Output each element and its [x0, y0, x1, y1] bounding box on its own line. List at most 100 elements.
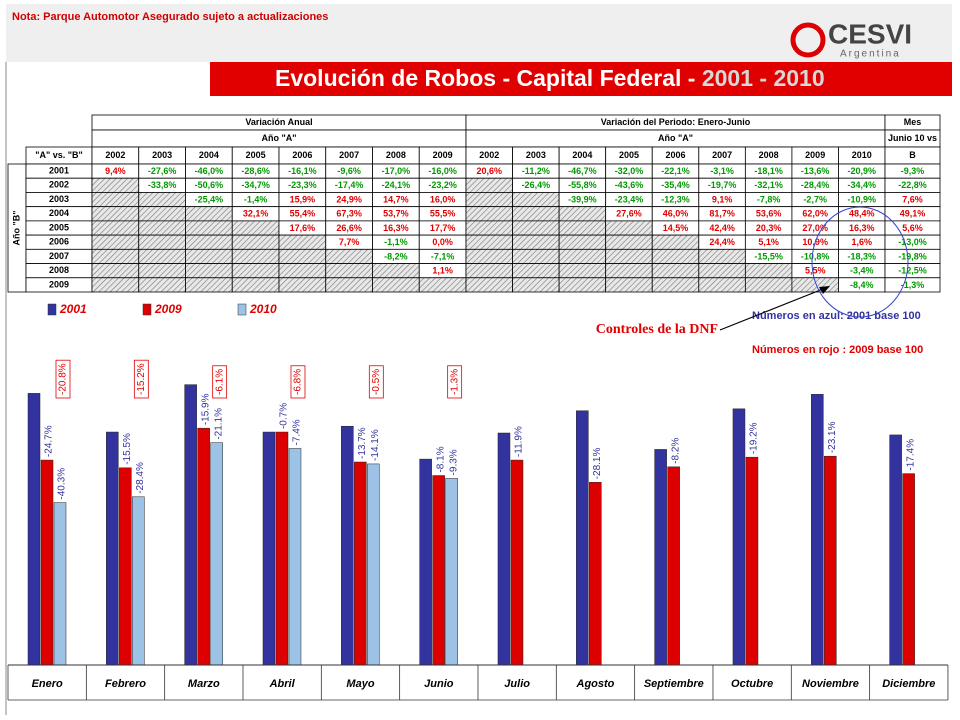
empty-cell: [91, 234, 140, 250]
note: Nota: Parque Automotor Asegurado sujeto …: [12, 11, 328, 23]
cell-value: -25,4%: [195, 194, 224, 204]
empty-cell: [231, 220, 280, 236]
change-label: -6.1%: [214, 369, 225, 395]
empty-cell: [791, 277, 839, 293]
empty-cell: [512, 192, 560, 208]
bar: [745, 456, 759, 666]
bar: [288, 448, 302, 666]
title-main: Evolución de Robos - Capital Federal -: [275, 65, 695, 91]
cell-value: 27,0%: [802, 223, 828, 233]
cell-value: 55,4%: [290, 209, 316, 219]
empty-cell: [605, 263, 653, 279]
group-header: Mes: [904, 117, 922, 127]
bar-label: -14.1%: [370, 429, 381, 461]
cell-value: -3,4%: [850, 266, 874, 276]
bar-label: -28.1%: [592, 448, 603, 480]
cell-value: -15,5%: [754, 251, 783, 261]
row-axis: Año "B": [11, 210, 21, 245]
cell-value: -13,0%: [898, 237, 927, 247]
bar: [262, 431, 276, 666]
sub-header: Año "A": [261, 133, 296, 143]
empty-cell: [91, 177, 140, 193]
empty-cell: [744, 263, 793, 279]
empty-cell: [512, 263, 560, 279]
empty-cell: [185, 234, 233, 250]
empty-cell: [558, 263, 607, 279]
bar-label: -7.4%: [292, 419, 303, 445]
corner: "A" vs. "B": [35, 150, 83, 160]
cell-value: 20,6%: [477, 166, 503, 176]
bar: [53, 502, 67, 666]
column-header: 2008: [386, 150, 406, 160]
empty-cell: [465, 263, 513, 279]
cell-value: -18,1%: [754, 166, 783, 176]
cell-value: 15,9%: [290, 194, 316, 204]
chart: 2001 2009 2010 Enero -24.7%-40.3% -20.8% Febre…: [7, 206, 949, 701]
cell-value: -26,4%: [522, 180, 551, 190]
cell-value: -50,6%: [195, 180, 224, 190]
x-tick-label: Agosto: [576, 678, 615, 690]
empty-cell: [558, 234, 607, 250]
cell-value: -24,1%: [382, 180, 411, 190]
cell-value: -10,8%: [801, 251, 830, 261]
x-tick-label: Junio: [424, 678, 454, 690]
row-header: 2004: [49, 208, 69, 218]
cell-value: -23,2%: [428, 180, 457, 190]
cell-value: 5,1%: [758, 237, 779, 247]
bar: [432, 475, 445, 666]
empty-cell: [325, 263, 373, 279]
x-tick-label: Mayo: [346, 678, 374, 690]
empty-cell: [138, 248, 186, 264]
cell-value: 14,5%: [663, 223, 689, 233]
cell-value: 53,6%: [756, 209, 782, 219]
cell-value: 7,6%: [902, 194, 923, 204]
bar: [510, 459, 524, 666]
column-header: 2008: [759, 150, 779, 160]
bar: [40, 459, 54, 666]
cell-value: 20,3%: [756, 223, 782, 233]
logo-sub: Argentina: [840, 49, 901, 60]
cell-value: -13,6%: [801, 166, 830, 176]
column-header: 2009: [433, 150, 453, 160]
callout: Controles de la DNF: [596, 322, 718, 337]
empty-cell: [138, 206, 186, 222]
bar: [445, 478, 458, 666]
cell-value: -33,8%: [148, 180, 177, 190]
cell-value: 27,6%: [616, 209, 642, 219]
cell-value: 67,3%: [336, 209, 362, 219]
empty-cell: [418, 277, 467, 293]
cell-value: 49,1%: [900, 209, 926, 219]
cell-value: 16,0%: [430, 194, 456, 204]
bar: [589, 482, 602, 666]
cell-value: -12,3%: [661, 194, 690, 204]
cell-value: -2,7%: [803, 194, 827, 204]
cell-value: -32,0%: [615, 166, 644, 176]
row-header: 2008: [49, 265, 69, 275]
cell-value: 48,4%: [849, 209, 875, 219]
bar: [132, 496, 145, 666]
empty-cell: [465, 234, 513, 250]
change-label-box: [133, 359, 149, 399]
cell-value: 32,1%: [243, 209, 269, 219]
empty-cell: [512, 234, 560, 250]
empty-cell: [605, 220, 653, 236]
x-tick-label: Marzo: [188, 678, 220, 690]
empty-cell: [605, 277, 653, 293]
bar-label: -17.4%: [905, 439, 916, 471]
x-tick-label: Febrero: [105, 678, 146, 690]
callout-arrow: [719, 286, 829, 331]
cell-value: -46,0%: [195, 166, 224, 176]
change-label-box: [368, 365, 384, 399]
empty-cell: [278, 248, 327, 264]
cell-value: 7,7%: [339, 237, 360, 247]
bar: [654, 449, 667, 666]
empty-cell: [91, 263, 140, 279]
empty-cell: [185, 206, 233, 222]
x-tick-label: Abril: [269, 678, 296, 690]
empty-cell: [465, 177, 513, 193]
empty-cell: [278, 263, 327, 279]
cell-value: -20,9%: [847, 166, 876, 176]
cell-value: -7,8%: [757, 194, 781, 204]
empty-cell: [605, 234, 653, 250]
row-header: 2005: [49, 222, 69, 232]
